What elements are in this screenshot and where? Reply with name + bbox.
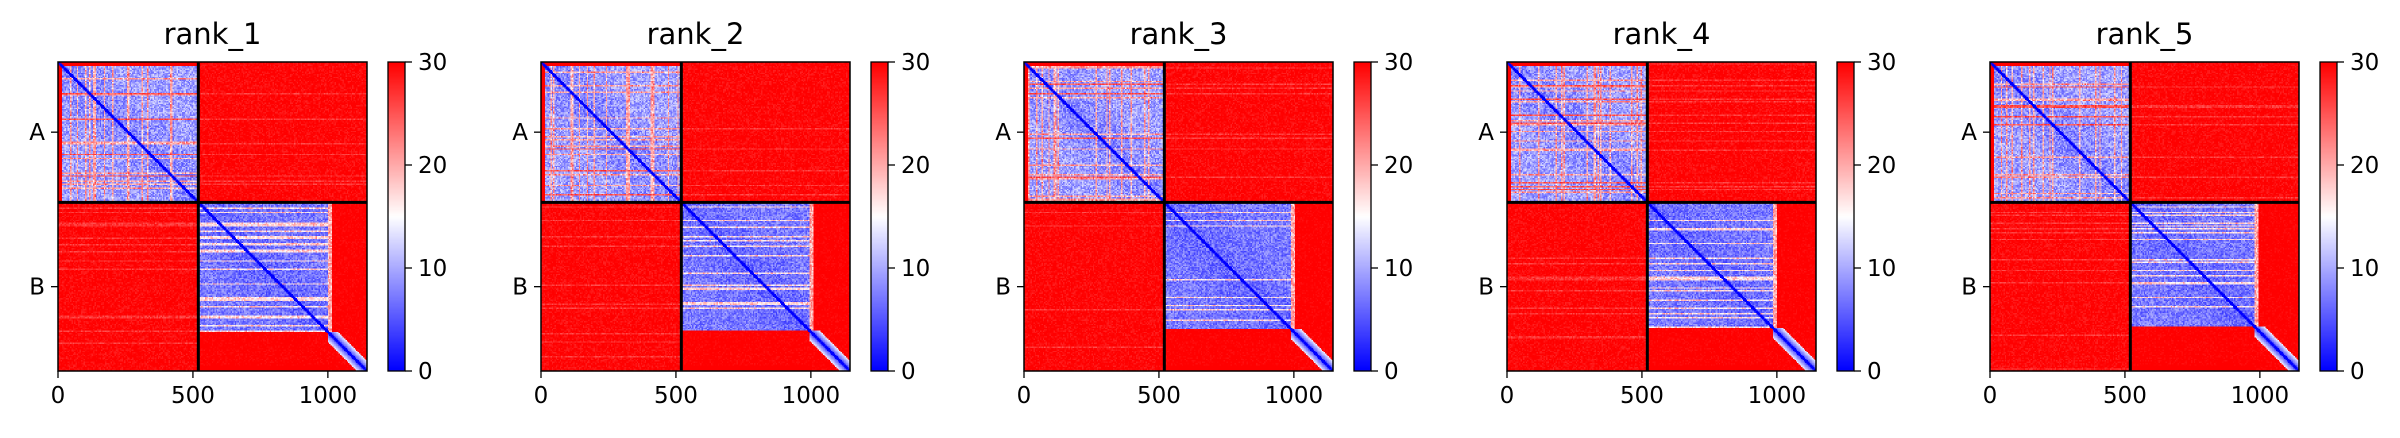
heatmap-panel-2: rank_2 0 500 1000 A B 0 10 20 30 <box>512 17 930 409</box>
colorbar-tick-label: 10 <box>1384 256 1413 282</box>
colorbar <box>871 62 888 371</box>
colorbar-tick-label: 20 <box>418 153 447 179</box>
colorbar-tick-label: 10 <box>2350 256 2379 282</box>
colorbar-tick-label: 30 <box>418 50 447 76</box>
colorbar-tick-label: 0 <box>418 359 433 385</box>
chain-label: A <box>512 120 528 146</box>
heatmap-panel-1: rank_1 0 500 1000 A B 0 10 20 30 <box>29 17 447 409</box>
x-tick-label: 1000 <box>1748 383 1807 409</box>
plot-frame <box>57 61 368 372</box>
colorbar <box>388 62 405 371</box>
pae-matrix <box>1024 62 1333 371</box>
pae-matrix <box>541 62 850 371</box>
x-tick-label: 0 <box>1500 383 1515 409</box>
colorbar-tick-label: 10 <box>418 256 447 282</box>
x-tick-label: 1000 <box>2231 383 2290 409</box>
heatmap-panel-5: rank_5 0 500 1000 A B 0 10 20 30 <box>1961 17 2379 409</box>
colorbar-tick-label: 20 <box>1867 153 1896 179</box>
colorbar-tick-label: 20 <box>2350 153 2379 179</box>
colorbar-frame <box>1836 61 1855 372</box>
plot-frame <box>1023 61 1334 372</box>
x-tick-label: 0 <box>534 383 549 409</box>
plot-frame <box>1989 61 2300 372</box>
colorbar <box>1354 62 1371 371</box>
x-tick-label: 500 <box>171 383 215 409</box>
colorbar-tick-label: 10 <box>1867 256 1896 282</box>
x-tick-label: 0 <box>1017 383 1032 409</box>
chain-label: A <box>1961 120 1977 146</box>
panel-title: rank_4 <box>1613 17 1711 51</box>
panel-title: rank_3 <box>1130 17 1228 51</box>
colorbar-tick-label: 30 <box>1867 50 1896 76</box>
heatmap-panel-3: rank_3 0 500 1000 A B 0 10 20 30 <box>995 17 1413 409</box>
colorbar-tick-label: 0 <box>1384 359 1399 385</box>
colorbar-tick-label: 10 <box>901 256 930 282</box>
chain-label: A <box>995 120 1011 146</box>
x-tick-label: 1000 <box>299 383 358 409</box>
panel-title: rank_1 <box>164 17 262 51</box>
chain-label: A <box>1478 120 1494 146</box>
heatmap-panel-4: rank_4 0 500 1000 A B 0 10 20 30 <box>1478 17 1896 409</box>
colorbar-tick-label: 0 <box>901 359 916 385</box>
panel-title: rank_5 <box>2096 17 2194 51</box>
pae-matrix <box>58 62 367 371</box>
x-tick-label: 500 <box>2103 383 2147 409</box>
pae-matrix <box>1990 62 2299 371</box>
chain-label: B <box>29 275 45 301</box>
chain-label: B <box>1961 275 1977 301</box>
x-tick-label: 1000 <box>1265 383 1324 409</box>
colorbar <box>2320 62 2337 371</box>
colorbar-frame <box>870 61 889 372</box>
colorbar-tick-label: 30 <box>901 50 930 76</box>
x-tick-label: 500 <box>654 383 698 409</box>
colorbar-tick-label: 30 <box>1384 50 1413 76</box>
chain-label: A <box>29 120 45 146</box>
plot-frame <box>540 61 851 372</box>
colorbar-tick-label: 20 <box>901 153 930 179</box>
chain-label: B <box>1478 275 1494 301</box>
colorbar-tick-label: 20 <box>1384 153 1413 179</box>
panel-title: rank_2 <box>647 17 745 51</box>
x-tick-label: 1000 <box>782 383 841 409</box>
chain-label: B <box>512 275 528 301</box>
colorbar-tick-label: 30 <box>2350 50 2379 76</box>
pae-matrix <box>1507 62 1816 371</box>
x-tick-label: 0 <box>1983 383 1998 409</box>
colorbar-frame <box>2319 61 2338 372</box>
plot-frame <box>1506 61 1817 372</box>
colorbar-tick-label: 0 <box>2350 359 2365 385</box>
colorbar-frame <box>1353 61 1372 372</box>
colorbar <box>1837 62 1854 371</box>
x-tick-label: 500 <box>1620 383 1664 409</box>
chain-label: B <box>995 275 1011 301</box>
x-tick-label: 500 <box>1137 383 1181 409</box>
colorbar-tick-label: 0 <box>1867 359 1882 385</box>
colorbar-frame <box>387 61 406 372</box>
x-tick-label: 0 <box>51 383 66 409</box>
